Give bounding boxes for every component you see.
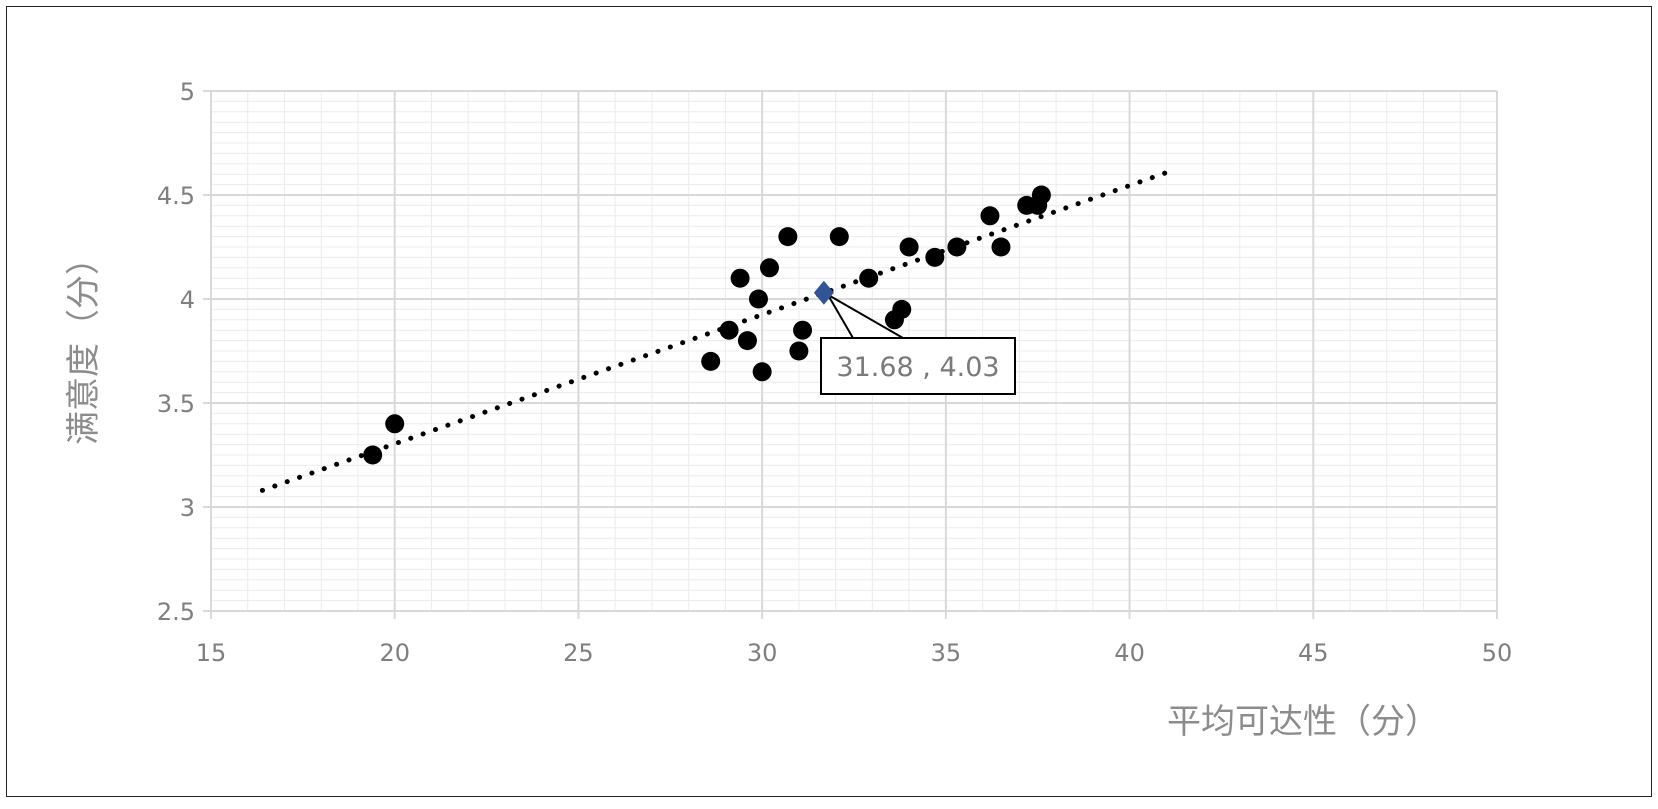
data-point <box>737 331 757 351</box>
data-point <box>701 351 721 371</box>
y-tick-label: 3 <box>180 494 195 522</box>
highlight-point <box>813 280 834 305</box>
x-tick-label: 15 <box>196 639 227 667</box>
y-axis-title: 满意度（分） <box>64 241 104 445</box>
data-point <box>778 227 798 247</box>
callout-box <box>820 337 1016 395</box>
data-point <box>385 414 405 434</box>
x-axis-ticks: 15 20 25 30 35 40 45 50 <box>196 639 1513 667</box>
x-tick-label: 20 <box>379 639 410 667</box>
y-axis-ticks: 2.5 3 3.5 4 4.5 5 <box>157 78 195 626</box>
major-gridlines <box>203 90 1498 619</box>
x-tick-label: 40 <box>1114 639 1145 667</box>
callout-label: 31.68 , 4.03 <box>836 352 999 383</box>
data-point <box>925 247 945 267</box>
data-point <box>947 237 967 257</box>
trendline <box>259 167 1177 493</box>
y-tick-label: 2.5 <box>157 598 195 626</box>
data-point <box>789 341 809 361</box>
x-tick-label: 25 <box>563 639 594 667</box>
scatter-chart: 15 20 25 30 35 40 45 50 2.5 3 3.5 4 4.5 5 31.68 , 4.… <box>64 78 1513 742</box>
x-tick-label: 50 <box>1482 639 1513 667</box>
data-point <box>730 268 750 288</box>
x-axis-title: 平均可达性（分） <box>1167 702 1439 742</box>
data-point <box>892 299 912 319</box>
data-point <box>829 227 849 247</box>
y-tick-label: 5 <box>180 78 195 106</box>
data-point <box>1031 185 1051 205</box>
y-tick-label: 3.5 <box>157 390 195 418</box>
data-point <box>759 258 779 278</box>
y-tick-label: 4 <box>180 286 195 314</box>
trendline-path <box>259 167 1177 493</box>
data-points <box>363 185 1051 465</box>
data-point <box>719 320 739 340</box>
data-point <box>859 268 879 288</box>
data-point <box>752 362 772 382</box>
highlight-point-group: 31.68 , 4.03 <box>813 280 1016 395</box>
data-point <box>991 237 1011 257</box>
x-tick-label: 45 <box>1298 639 1329 667</box>
chart-frame: 15 20 25 30 35 40 45 50 2.5 3 3.5 4 4.5 5 31.68 , 4.… <box>6 6 1652 797</box>
data-point <box>363 445 383 465</box>
data-point <box>899 237 919 257</box>
x-tick-label: 35 <box>931 639 962 667</box>
data-point <box>980 206 1000 226</box>
data-point <box>793 320 813 340</box>
y-tick-label: 4.5 <box>157 182 195 210</box>
x-tick-label: 30 <box>747 639 778 667</box>
data-point <box>748 289 768 309</box>
